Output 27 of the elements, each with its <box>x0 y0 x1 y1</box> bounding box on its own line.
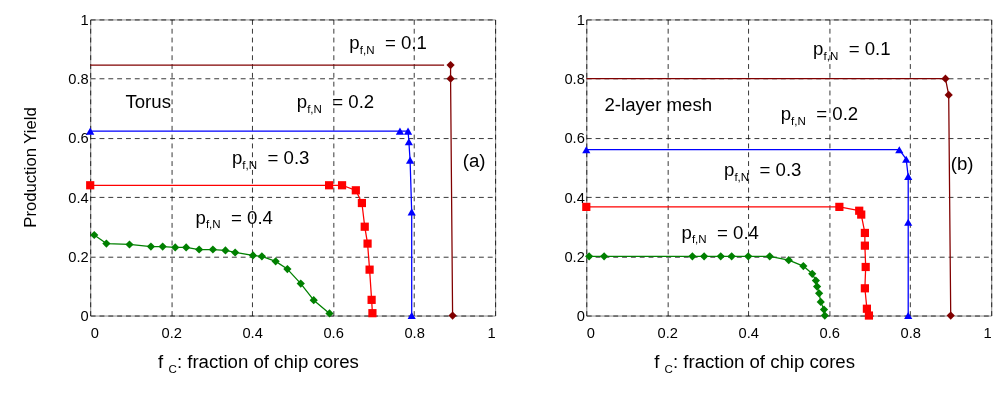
annotation: 2-layer mesh <box>604 94 713 116</box>
y-tick-label: 0.8 <box>68 71 89 88</box>
annotation: Torus <box>125 91 171 113</box>
y-tick-label: 0.2 <box>68 248 89 265</box>
x-tick-label: 0.8 <box>900 324 921 341</box>
y-axis-title: Production Yield <box>21 107 41 228</box>
y-tick-label: 1 <box>80 11 89 28</box>
y-tick-label: 0.4 <box>68 189 89 206</box>
y-tick-label: 0.6 <box>564 130 585 147</box>
y-tick-label: 0.4 <box>564 189 585 206</box>
x-tick-label: 0.2 <box>161 324 182 341</box>
x-tick-label: 0.2 <box>657 324 678 341</box>
annotation: (b) <box>950 153 974 175</box>
x-tick-label: 0.4 <box>738 324 759 341</box>
y-tick-label: 0.8 <box>564 71 585 88</box>
y-tick-label: 1 <box>576 11 585 28</box>
y-tick-label: 0 <box>576 307 585 324</box>
y-tick-label: 0.6 <box>68 130 89 147</box>
y-tick-label: 0 <box>80 307 89 324</box>
x-tick-label: 0.6 <box>819 324 840 341</box>
x-tick-label: 0.6 <box>323 324 344 341</box>
x-tick-label: 1 <box>487 324 496 341</box>
y-tick-label: 0.2 <box>564 248 585 265</box>
annotation: (a) <box>462 150 486 172</box>
x-tick-label: 1 <box>983 324 992 341</box>
x-tick-label: 0.8 <box>404 324 425 341</box>
x-tick-label: 0.4 <box>242 324 263 341</box>
